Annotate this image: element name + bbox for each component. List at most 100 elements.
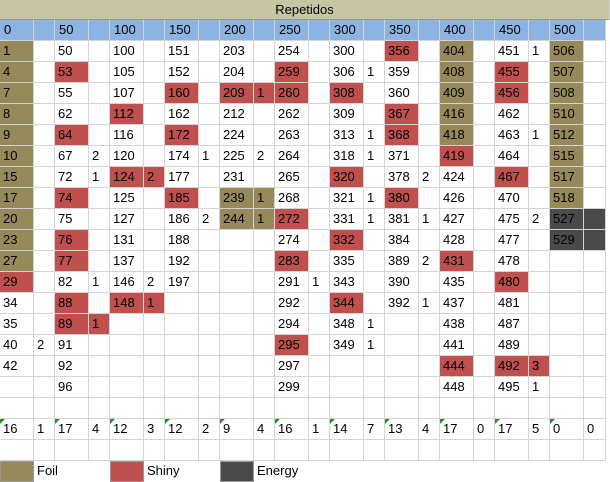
table-cell[interactable] (309, 188, 330, 209)
table-cell[interactable] (419, 356, 440, 377)
table-cell[interactable]: 463 (495, 125, 529, 146)
table-cell[interactable] (584, 146, 606, 167)
table-cell[interactable]: 448 (440, 377, 474, 398)
table-cell[interactable] (584, 41, 606, 62)
table-cell[interactable] (474, 125, 495, 146)
table-cell[interactable]: 225 (220, 146, 254, 167)
table-cell[interactable] (330, 356, 364, 377)
table-cell[interactable]: 343 (330, 272, 364, 293)
total-cell[interactable]: 4 (419, 419, 440, 440)
total-cell[interactable]: 16 (0, 419, 34, 440)
table-cell[interactable] (89, 83, 110, 104)
column-header[interactable]: 250 (275, 20, 309, 41)
table-cell[interactable]: 105 (110, 62, 144, 83)
table-cell[interactable]: 371 (385, 146, 419, 167)
table-cell[interactable]: 2 (419, 167, 440, 188)
table-cell[interactable]: 348 (330, 314, 364, 335)
column-header[interactable]: 100 (110, 20, 144, 41)
table-cell[interactable] (550, 335, 584, 356)
table-cell[interactable]: 512 (550, 125, 584, 146)
table-cell[interactable]: 427 (440, 209, 474, 230)
empty-cell[interactable] (220, 440, 254, 461)
table-cell[interactable]: 209 (220, 83, 254, 104)
table-cell[interactable]: 2 (529, 209, 550, 230)
table-cell[interactable]: 1 (419, 293, 440, 314)
table-cell[interactable]: 467 (495, 167, 529, 188)
table-cell[interactable] (89, 209, 110, 230)
table-cell[interactable]: 428 (440, 230, 474, 251)
total-cell[interactable]: 0 (474, 419, 495, 440)
table-cell[interactable]: 462 (495, 104, 529, 125)
table-cell[interactable]: 480 (495, 272, 529, 293)
table-cell[interactable]: 174 (165, 146, 199, 167)
table-cell[interactable] (474, 356, 495, 377)
table-cell[interactable] (309, 41, 330, 62)
table-cell[interactable]: 197 (165, 272, 199, 293)
table-cell[interactable] (529, 272, 550, 293)
table-cell[interactable] (220, 272, 254, 293)
table-cell[interactable] (309, 314, 330, 335)
table-cell[interactable]: 1 (254, 209, 275, 230)
table-cell[interactable] (309, 377, 330, 398)
table-cell[interactable] (220, 335, 254, 356)
table-cell[interactable]: 40 (0, 335, 34, 356)
column-header[interactable] (34, 20, 55, 41)
column-header[interactable]: 50 (55, 20, 89, 41)
table-cell[interactable] (254, 293, 275, 314)
empty-cell[interactable] (474, 440, 495, 461)
table-cell[interactable]: 527 (550, 209, 584, 230)
table-cell[interactable]: 35 (0, 314, 34, 335)
table-cell[interactable] (584, 167, 606, 188)
table-cell[interactable] (364, 293, 385, 314)
table-cell[interactable]: 297 (275, 356, 309, 377)
table-cell[interactable] (220, 356, 254, 377)
total-cell[interactable]: 17 (440, 419, 474, 440)
table-cell[interactable]: 1 (364, 62, 385, 83)
table-cell[interactable] (199, 41, 220, 62)
table-cell[interactable]: 203 (220, 41, 254, 62)
table-cell[interactable]: 260 (275, 83, 309, 104)
table-cell[interactable] (309, 251, 330, 272)
empty-cell[interactable] (440, 440, 474, 461)
table-cell[interactable]: 264 (275, 146, 309, 167)
table-cell[interactable] (419, 125, 440, 146)
empty-cell[interactable] (275, 440, 309, 461)
empty-cell[interactable] (364, 398, 385, 419)
column-header[interactable]: 150 (165, 20, 199, 41)
table-cell[interactable] (364, 104, 385, 125)
empty-cell[interactable] (220, 398, 254, 419)
table-cell[interactable] (254, 272, 275, 293)
table-cell[interactable] (254, 335, 275, 356)
table-cell[interactable]: 162 (165, 104, 199, 125)
table-cell[interactable] (144, 335, 165, 356)
table-cell[interactable] (309, 125, 330, 146)
table-cell[interactable] (199, 377, 220, 398)
column-header[interactable]: 200 (220, 20, 254, 41)
table-cell[interactable] (584, 209, 606, 230)
total-cell[interactable]: 4 (254, 419, 275, 440)
table-cell[interactable]: 308 (330, 83, 364, 104)
table-cell[interactable] (474, 41, 495, 62)
total-cell[interactable]: 14 (330, 419, 364, 440)
table-cell[interactable] (309, 167, 330, 188)
table-cell[interactable] (529, 167, 550, 188)
table-cell[interactable]: 17 (0, 188, 34, 209)
table-cell[interactable]: 8 (0, 104, 34, 125)
table-cell[interactable]: 331 (330, 209, 364, 230)
table-cell[interactable]: 487 (495, 314, 529, 335)
table-cell[interactable] (474, 293, 495, 314)
table-cell[interactable]: 127 (110, 209, 144, 230)
table-cell[interactable] (584, 83, 606, 104)
table-cell[interactable] (34, 377, 55, 398)
table-cell[interactable] (89, 356, 110, 377)
table-cell[interactable]: 137 (110, 251, 144, 272)
empty-cell[interactable] (0, 440, 34, 461)
table-cell[interactable]: 1 (309, 272, 330, 293)
table-cell[interactable]: 291 (275, 272, 309, 293)
empty-cell[interactable] (495, 398, 529, 419)
column-header[interactable] (419, 20, 440, 41)
table-cell[interactable] (144, 230, 165, 251)
empty-cell[interactable] (199, 440, 220, 461)
table-cell[interactable]: 508 (550, 83, 584, 104)
table-cell[interactable]: 20 (0, 209, 34, 230)
